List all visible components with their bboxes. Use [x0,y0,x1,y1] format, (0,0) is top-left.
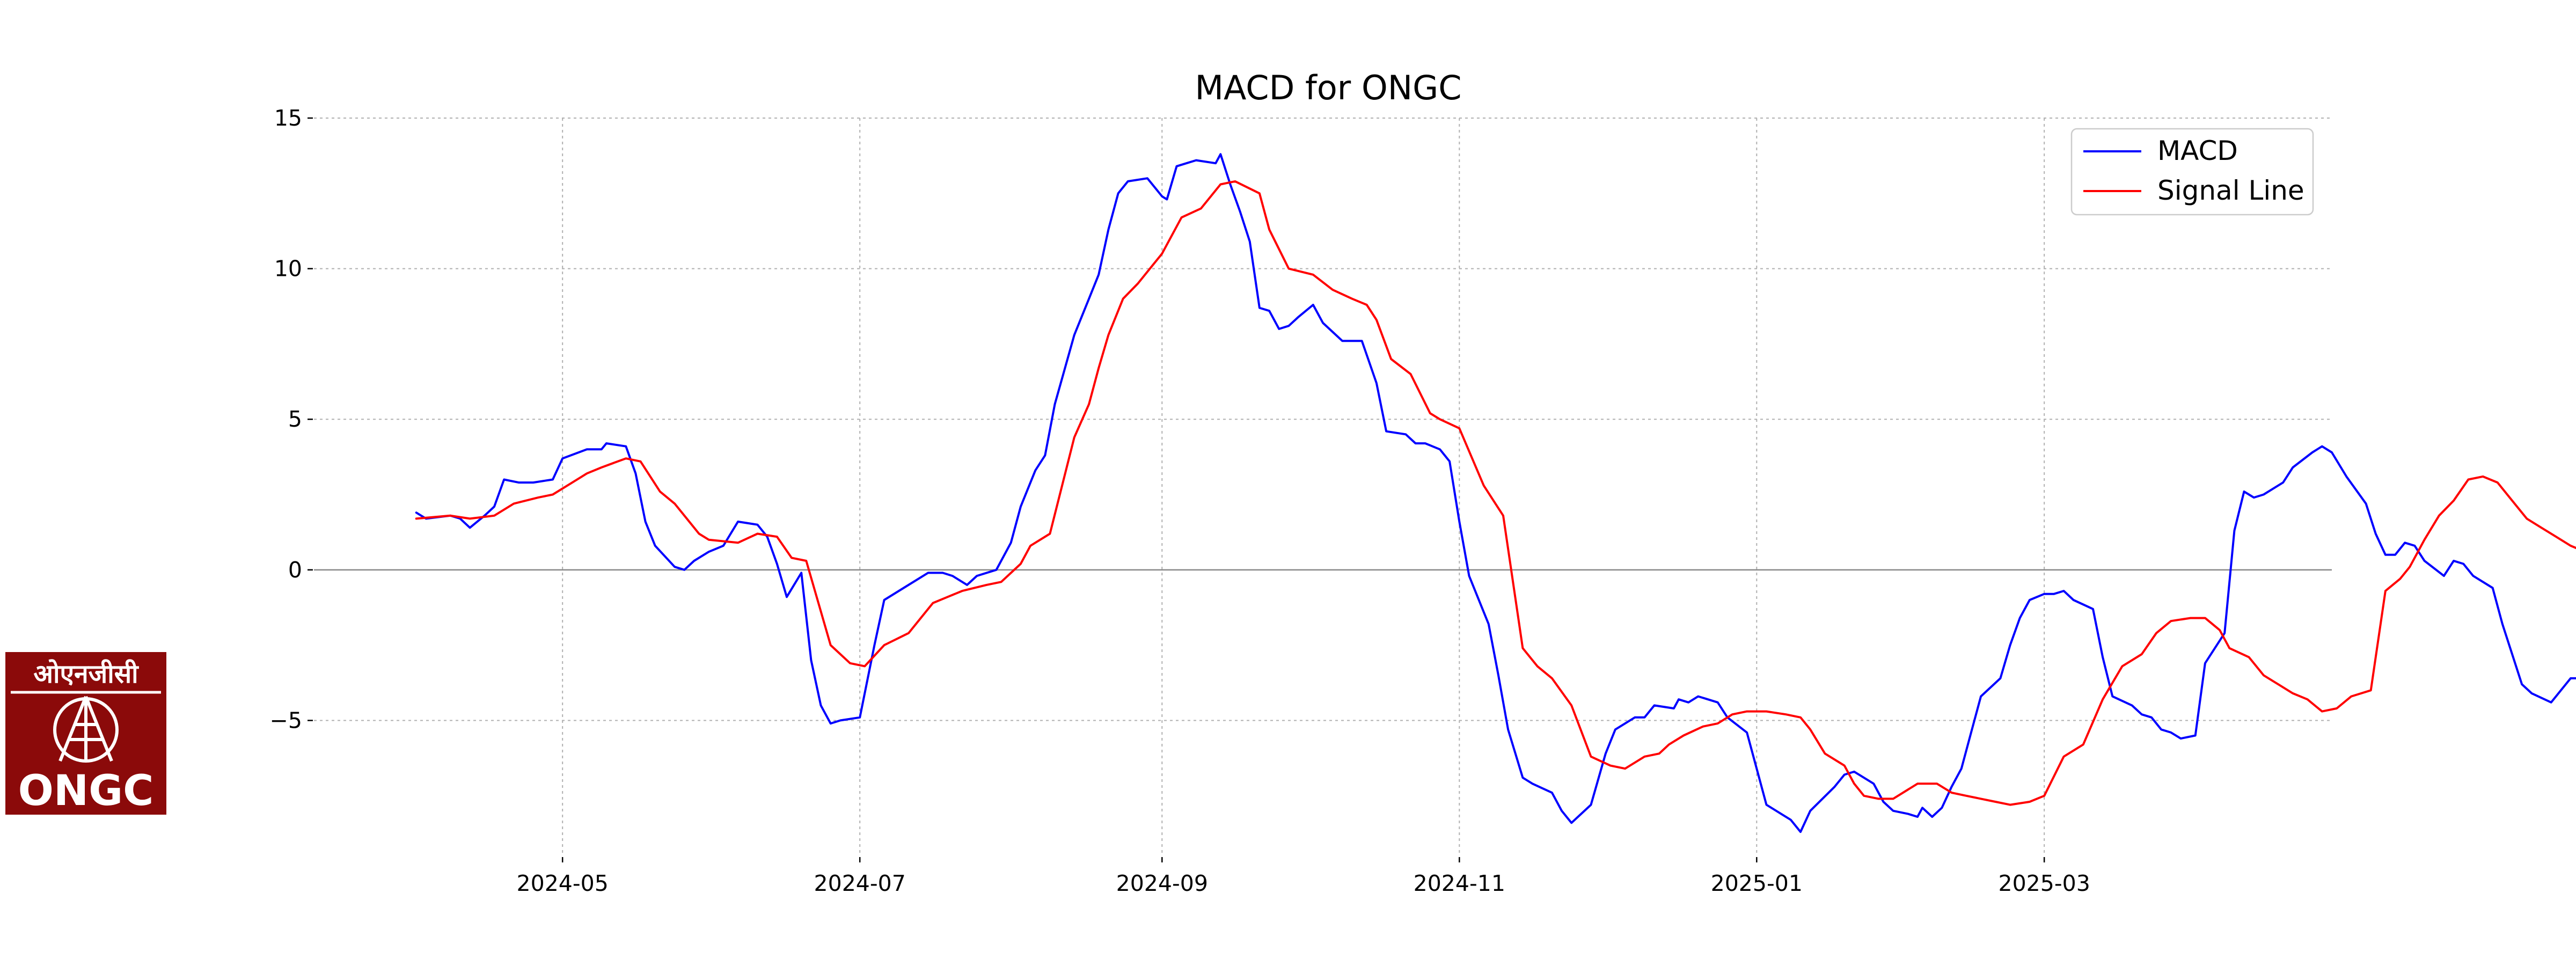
y-tick-label: 5 [288,406,302,432]
x-tick-label: 2025-01 [1711,870,1803,896]
signal-line [415,180,2576,806]
logo-devanagari-text: ओएनजीसी [33,659,139,689]
chart-title: MACD for ONGC [1195,68,1461,107]
x-tick-label: 2024-09 [1116,870,1208,896]
y-axis: 15 10 5 0 −5 [270,105,313,733]
legend-label-signal: Signal Line [2157,175,2304,206]
y-tick-label: 15 [274,105,302,131]
ongc-logo: ओएनजीसी ONGC [5,652,166,815]
legend: MACD Signal Line [2070,128,2314,216]
logo-wordmark: ONGC [18,767,154,815]
grid [314,118,2332,856]
x-tick-label: 2024-05 [517,870,609,896]
legend-label-macd: MACD [2157,135,2238,166]
y-tick-label: −5 [270,707,302,733]
x-tick-label: 2024-07 [814,870,906,896]
x-axis: 2024-05 2024-07 2024-09 2024-11 2025-01 2025-… [517,857,2090,896]
x-tick-label: 2025-03 [1998,870,2090,896]
oil-rig-icon [53,696,119,763]
macd-line [415,153,2576,833]
y-tick-label: 10 [274,256,302,282]
y-tick-label: 0 [288,557,302,583]
x-tick-label: 2024-11 [1414,870,1505,896]
